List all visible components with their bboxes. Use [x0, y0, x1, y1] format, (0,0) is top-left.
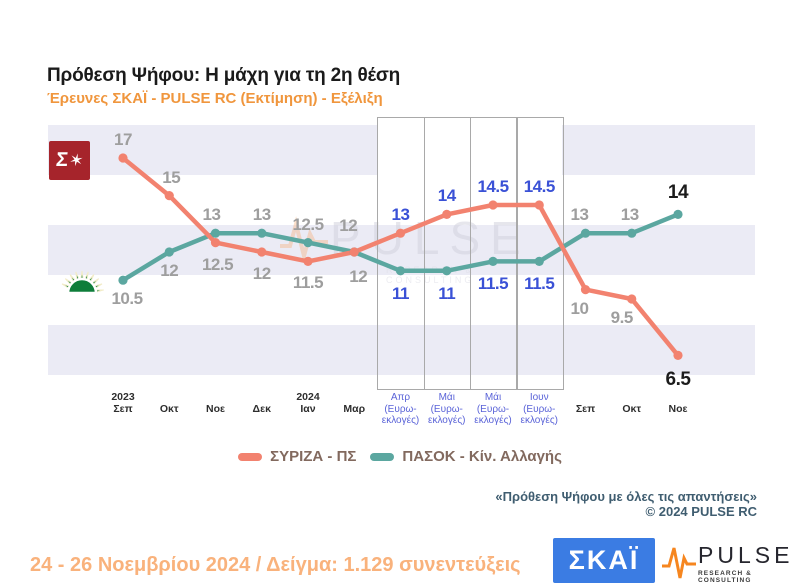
value-label: 11.5 — [524, 274, 555, 294]
data-point — [627, 294, 637, 304]
data-point — [303, 238, 313, 248]
value-label: 13 — [202, 205, 221, 225]
x-axis-label: 2023 Σεπ — [111, 391, 135, 415]
data-point — [580, 285, 591, 295]
value-label: 11 — [392, 283, 409, 303]
data-point — [673, 209, 683, 219]
data-point — [210, 228, 221, 238]
skai-logo: ΣΚΑΪ — [553, 538, 655, 583]
value-label: 14.5 — [523, 177, 556, 196]
data-point — [118, 153, 128, 163]
syriza-star-icon: ✶ — [67, 149, 86, 171]
page-title: Πρόθεση Ψήφου: Η μάχη για τη 2η θέση — [47, 65, 401, 86]
data-point — [673, 350, 683, 360]
x-axis-label: Νοε — [668, 402, 688, 415]
data-point — [580, 228, 591, 238]
x-axis: 2023 Σεπ Οκτ Νοε Δεκ 2024 Ιαν Μαρ Απρ (Ευρω-εκλογ… — [0, 391, 800, 438]
data-point — [118, 275, 128, 285]
euro-election-highlight-box — [469, 117, 518, 390]
data-point — [349, 247, 359, 257]
syriza-line-marker-icon — [238, 452, 263, 461]
value-label: 9.5 — [610, 308, 634, 327]
x-axis-label: 2024 Ιαν — [296, 391, 320, 415]
value-label: 13 — [391, 205, 410, 225]
pasok-line-marker-icon — [370, 452, 395, 461]
x-axis-label: Οκτ — [622, 402, 642, 415]
x-axis-label: Σεπ — [575, 402, 596, 415]
data-point — [210, 238, 221, 248]
value-label: 13 — [620, 205, 639, 225]
chart-subtitle: Έρευνες ΣΚΑΪ - PULSE RC (Εκτίμηση) - Εξέ… — [47, 90, 383, 107]
x-axis-label: Μάι (Ευρω-εκλογές) — [474, 392, 512, 426]
pulse-logo-waveform-icon — [662, 547, 696, 579]
value-label: 12 — [339, 216, 358, 235]
pasok-sun-icon — [61, 270, 104, 295]
data-point — [164, 191, 174, 201]
data-point — [488, 256, 498, 266]
x-axis-label: Απρ (Ευρω-εκλογές) — [381, 392, 420, 426]
value-label: 12 — [160, 261, 179, 280]
x-axis-label: Οκτ — [159, 402, 179, 415]
value-label: 12.5 — [292, 214, 324, 234]
value-label: 10.5 — [111, 289, 143, 309]
pasok-sun-logo — [50, 260, 114, 299]
value-label: 12 — [252, 264, 271, 283]
value-label: 12 — [349, 267, 368, 286]
value-label: 6.5 — [665, 369, 691, 391]
x-axis-label: Μαρ — [343, 402, 366, 415]
value-label: 14 — [667, 182, 689, 204]
data-point — [395, 228, 406, 238]
data-point — [303, 256, 313, 266]
euro-election-highlight-box — [423, 117, 472, 390]
data-point — [257, 228, 267, 238]
footnote: «Πρόθεση Ψήφου με όλες τις απαντήσεις» ©… — [495, 489, 757, 519]
data-point — [164, 247, 174, 257]
value-label: 13 — [252, 205, 271, 225]
skai-logo-text: ΣΚΑΪ — [568, 545, 640, 575]
background-band — [48, 325, 755, 375]
legend-item-syriza: ΣΥΡΙΖΑ - ΠΣ — [238, 448, 356, 465]
survey-sample-text: 24 - 26 Νοεμβρίου 2024 / Δείγμα: 1.129 σ… — [30, 554, 521, 576]
value-label: 12.5 — [201, 254, 234, 274]
pulse-logo-text: PULSE — [698, 542, 794, 568]
value-label: 15 — [162, 167, 181, 187]
value-label: 11.5 — [292, 273, 324, 293]
data-point — [534, 200, 544, 210]
footnote-line1: «Πρόθεση Ψήφου με όλες τις απαντήσεις» — [495, 489, 757, 504]
x-axis-label: Δεκ — [252, 402, 271, 415]
value-label: 17 — [114, 130, 132, 149]
plot-area: PULSE RESEARCH & CONSULTING 17 15 12.5 12 11… — [48, 117, 755, 390]
data-point — [534, 256, 544, 266]
data-point — [395, 266, 406, 276]
data-point — [627, 228, 637, 238]
chart-legend: ΣΥΡΙΖΑ - ΠΣ ΠΑΣΟΚ - Κίν. Αλλαγής — [0, 448, 800, 465]
value-label: 10 — [570, 298, 589, 318]
value-label: 13 — [570, 205, 589, 225]
euro-election-highlight-box — [377, 117, 426, 390]
pulse-logo-subtext: RESEARCH & CONSULTING — [698, 570, 752, 584]
syriza-logo: Σ ✶ — [49, 141, 90, 180]
data-point — [442, 209, 452, 219]
data-point — [442, 266, 452, 276]
legend-label-pasok: ΠΑΣΟΚ - Κίν. Αλλαγής — [402, 448, 562, 465]
value-label: 14 — [437, 186, 456, 206]
x-axis-label: Νοε — [206, 402, 225, 415]
footnote-line2: © 2024 PULSE RC — [645, 503, 757, 519]
x-axis-label: Μάι (Ευρω-εκλογές) — [428, 392, 466, 426]
legend-item-pasok: ΠΑΣΟΚ - Κίν. Αλλαγής — [370, 448, 562, 465]
x-axis-label: Ιουν (Ευρω-εκλογές) — [520, 392, 558, 426]
legend-label-syriza: ΣΥΡΙΖΑ - ΠΣ — [270, 448, 357, 465]
value-label: 11.5 — [477, 274, 509, 294]
data-point — [488, 200, 498, 210]
pulse-rc-logo: PULSE RESEARCH & CONSULTING — [660, 540, 794, 584]
line-chart — [118, 153, 683, 360]
value-label: 11 — [438, 283, 456, 303]
value-label: 14.5 — [477, 177, 509, 196]
data-point — [257, 247, 267, 257]
